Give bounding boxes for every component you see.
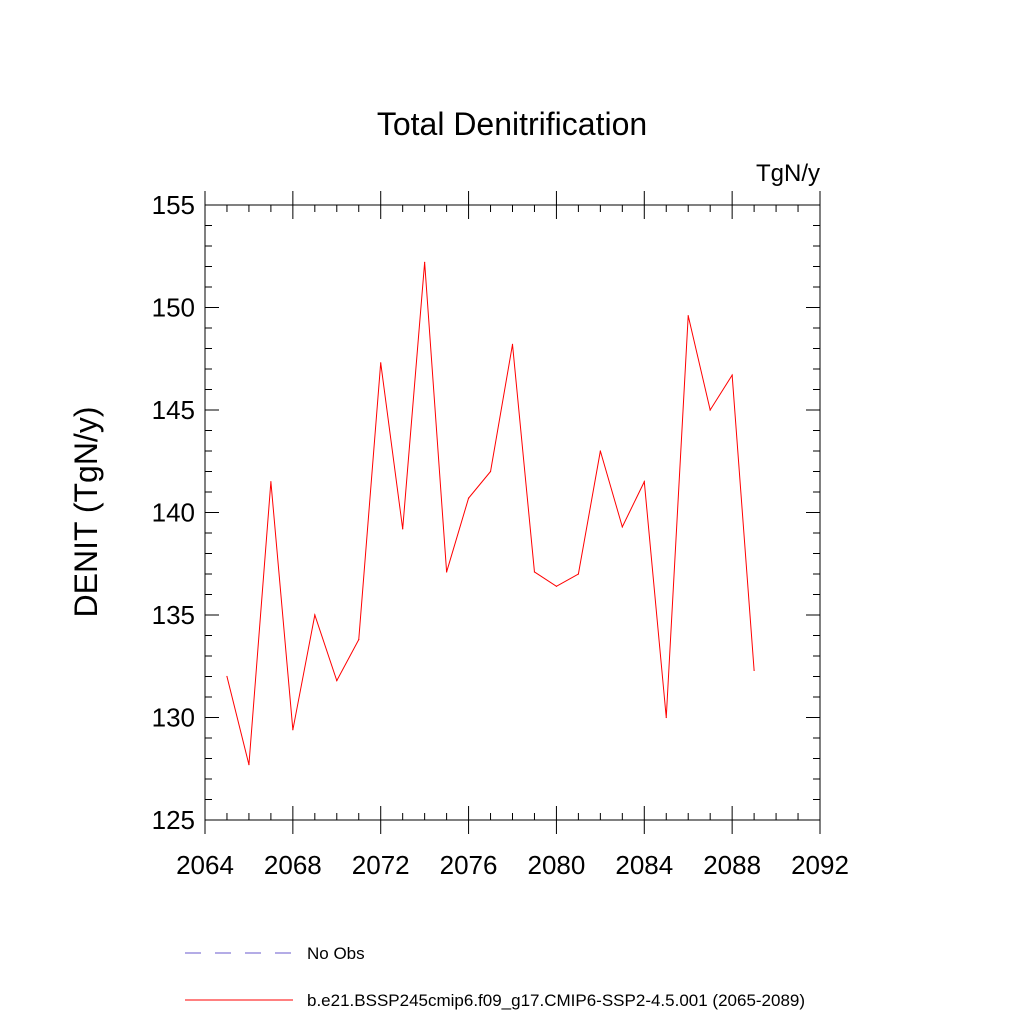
data-point [731,374,733,376]
chart-title: Total Denitrification [377,106,647,142]
data-point [292,729,294,731]
data-point [314,614,316,616]
data-point [753,669,755,671]
x-tick-label: 2080 [528,850,586,880]
units-label: TgN/y [756,160,820,187]
axis-ticks [204,191,821,834]
data-point [621,526,623,528]
y-tick-label: 145 [152,395,195,425]
y-tick-label: 125 [152,805,195,835]
legend: No Obs b.e21.BSSP245cmip6.f09_g17.CMIP6-… [185,944,805,1010]
data-point [270,481,272,483]
data-point [248,764,250,766]
tick-labels: 125 130 135 140 145 150 155 2064 2068 2072 2076 208… [152,190,849,880]
y-tick-label: 155 [152,190,195,220]
data-point [665,716,667,719]
y-tick-label: 150 [152,293,195,323]
data-point [555,585,558,587]
data-point [533,571,536,573]
x-tick-label: 2072 [352,850,410,880]
data-point [643,481,645,483]
data-point [226,675,228,678]
data-point [511,343,514,345]
data-point [687,315,689,317]
y-tick-label: 130 [152,703,195,733]
data-point [358,639,360,641]
y-tick-label: 135 [152,600,195,630]
x-tick-label: 2092 [791,850,849,880]
data-point [709,409,711,411]
data-point [402,528,404,530]
x-tick-label: 2076 [440,850,498,880]
y-axis-label: DENIT (TgN/y) [68,407,104,618]
plot-lines [226,261,755,766]
y-tick-label: 140 [152,498,195,528]
data-point [577,573,579,575]
data-point [467,497,470,499]
x-tick-label: 2068 [264,850,322,880]
x-tick-label: 2064 [176,850,234,880]
legend-label-no-obs: No Obs [307,944,365,963]
x-tick-label: 2088 [703,850,761,880]
data-point [446,571,448,573]
data-point [424,261,426,263]
plot-frame [204,204,821,821]
series-line [226,262,755,765]
x-tick-label: 2084 [615,850,673,880]
data-point [599,450,601,452]
legend-label-model: b.e21.BSSP245cmip6.f09_g17.CMIP6-SSP2-4.… [307,991,805,1010]
data-point [489,470,492,473]
data-point [380,362,382,364]
data-point [336,680,338,682]
